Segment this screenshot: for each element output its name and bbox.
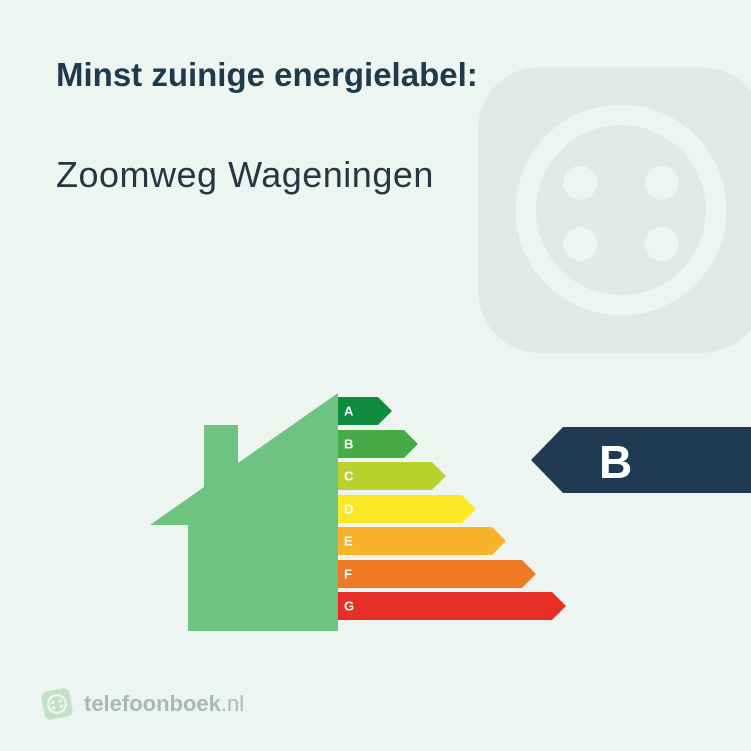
- footer-brand-light: .nl: [221, 691, 244, 716]
- energy-bar-label: C: [344, 469, 353, 484]
- result-arrow-shape: [531, 427, 751, 493]
- footer-logo-icon: [37, 684, 76, 723]
- page-title: Minst zuinige energielabel:: [56, 56, 695, 94]
- location-subtitle: Zoomweg Wageningen: [56, 154, 695, 196]
- energy-bar-label: G: [344, 599, 354, 614]
- house-icon: [150, 393, 338, 631]
- energy-label-chart: A B C D E F G B: [0, 375, 751, 655]
- result-letter: B: [599, 435, 632, 489]
- energy-bar-label: A: [344, 404, 353, 419]
- result-badge: B: [531, 427, 751, 498]
- footer-brand: telefoonboek.nl: [40, 687, 244, 721]
- footer-brand-text: telefoonboek.nl: [84, 691, 244, 717]
- content-area: Minst zuinige energielabel: Zoomweg Wage…: [0, 0, 751, 196]
- footer-brand-bold: telefoonboek: [84, 691, 221, 716]
- energy-bar-label: B: [344, 436, 353, 451]
- energy-bar-label: F: [344, 566, 352, 581]
- energy-bar-label: D: [344, 501, 353, 516]
- energy-bar-label: E: [344, 534, 353, 549]
